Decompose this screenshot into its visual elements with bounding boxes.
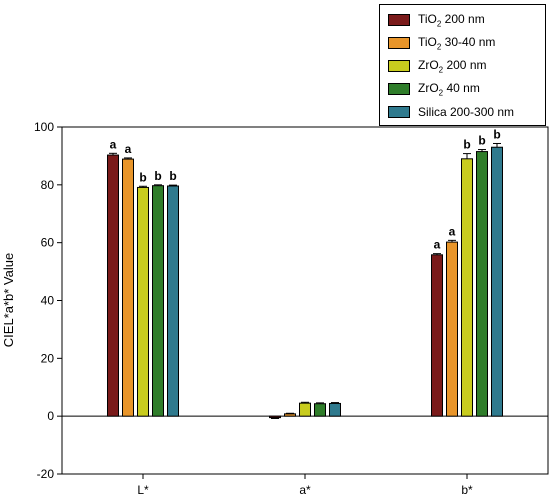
- bar: [299, 402, 311, 417]
- bar: [122, 158, 134, 417]
- y-tick-label: 60: [41, 236, 55, 250]
- significance-label: b: [154, 169, 161, 183]
- chart-legend: TiO2 200 nm TiO2 30-40 nm ZrO2 200 nm ZrO2 …: [379, 4, 546, 126]
- significance-label: b: [169, 169, 176, 183]
- legend-swatch: [388, 60, 410, 72]
- y-tick-label: -20: [37, 467, 55, 481]
- legend-item: ZrO2 40 nm: [388, 80, 480, 98]
- legend-label: Silica 200-300 nm: [418, 105, 515, 119]
- legend-swatch: [388, 37, 410, 49]
- significance-label: a: [434, 238, 441, 252]
- y-tick-label: 80: [41, 178, 55, 192]
- significance-label: b: [463, 138, 470, 152]
- legend-label: ZrO2 200 nm: [418, 57, 487, 75]
- plot-frame: [61, 126, 549, 475]
- x-tick-label: b*: [461, 483, 473, 497]
- bars-layer: [107, 142, 503, 419]
- y-axis-label: CIEL*a*b* Value: [1, 253, 16, 347]
- legend-item: Silica 200-300 nm: [388, 103, 514, 121]
- legend-swatch: [388, 83, 410, 95]
- bar: [461, 158, 473, 417]
- significance-label: b: [493, 127, 500, 141]
- significance-label: a: [110, 137, 117, 151]
- legend-item: TiO2 30-40 nm: [388, 34, 495, 52]
- significance-label: a: [449, 224, 456, 238]
- bar: [431, 254, 443, 417]
- significance-label: a: [125, 142, 132, 156]
- bar: [329, 402, 341, 417]
- legend-label: ZrO2 40 nm: [418, 80, 480, 98]
- bar: [446, 241, 458, 417]
- legend-item: ZrO2 200 nm: [388, 57, 486, 75]
- bar: [269, 415, 281, 419]
- bar: [167, 185, 179, 417]
- bar: [476, 151, 488, 417]
- y-tick-label: 0: [47, 409, 54, 423]
- significance-label: b: [478, 134, 485, 148]
- bar: [314, 403, 326, 417]
- legend-swatch: [388, 14, 410, 26]
- bar: [491, 146, 503, 417]
- y-tick-label: 40: [41, 294, 55, 308]
- y-tick-label: 20: [41, 351, 55, 365]
- legend-label: TiO2 200 nm: [418, 11, 485, 29]
- bar: [107, 154, 119, 417]
- legend-label: TiO2 30-40 nm: [418, 34, 496, 52]
- bar: [152, 185, 164, 417]
- legend-item: TiO2 200 nm: [388, 11, 485, 29]
- y-tick-label: 100: [34, 120, 54, 134]
- bar: [284, 413, 296, 417]
- legend-swatch: [388, 106, 410, 118]
- bar: [137, 186, 149, 417]
- x-tick-label: L*: [137, 483, 149, 497]
- x-tick-label: a*: [299, 483, 311, 497]
- significance-label: b: [139, 170, 146, 184]
